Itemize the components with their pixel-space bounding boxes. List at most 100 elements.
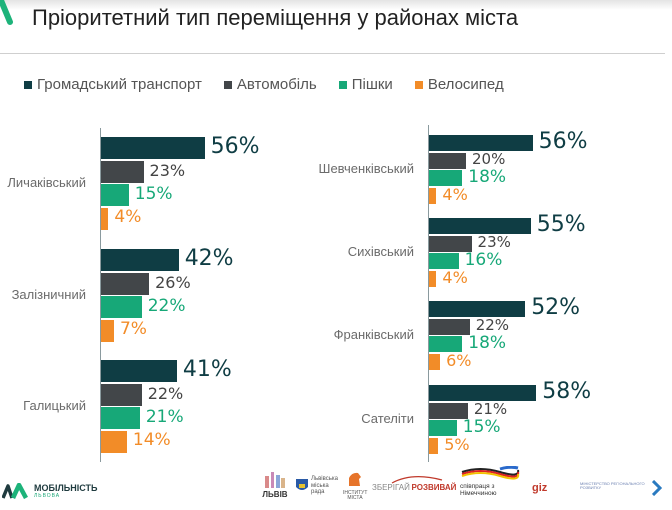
data-label: 20% bbox=[472, 150, 506, 169]
bar bbox=[429, 402, 468, 419]
city-council-logo: Львівська міська рада bbox=[296, 476, 341, 496]
brand-corner-icon bbox=[0, 0, 13, 25]
lviv-skyline-icon bbox=[265, 472, 285, 488]
bar bbox=[101, 296, 142, 318]
category-axis bbox=[100, 128, 101, 462]
mobility-logo-subtext: ЛЬВОВА bbox=[34, 492, 61, 499]
data-label: 16% bbox=[464, 249, 503, 270]
bar bbox=[101, 207, 109, 230]
data-label: 21% bbox=[145, 406, 184, 427]
category-label: Сихівський bbox=[347, 244, 414, 260]
legend-item-bike: Велосипед bbox=[414, 76, 504, 93]
legend-label: Громадський транспорт bbox=[37, 76, 202, 93]
data-label: 14% bbox=[132, 430, 171, 451]
bar bbox=[429, 385, 537, 401]
data-label: 22% bbox=[147, 295, 186, 316]
bar bbox=[429, 152, 466, 169]
category-label: Сателіти bbox=[361, 411, 414, 427]
bar bbox=[429, 170, 463, 186]
data-label: 15% bbox=[462, 416, 501, 437]
data-label: 5% bbox=[444, 434, 470, 454]
legend-label: Велосипед bbox=[427, 76, 504, 93]
legend-swatch bbox=[338, 80, 347, 89]
data-label: 23% bbox=[477, 233, 511, 252]
data-label: 4% bbox=[114, 207, 142, 228]
bar bbox=[429, 420, 457, 436]
top-shadow bbox=[0, 0, 672, 10]
germany-cooperation-text: співпраця з Німеччиною bbox=[460, 482, 497, 497]
bar bbox=[101, 160, 144, 183]
coat-of-arms-icon bbox=[296, 478, 308, 490]
mobility-logo-text: МОБІЛЬНІСТЬ bbox=[34, 482, 98, 493]
city-council-text: Львівська міська рада bbox=[311, 476, 338, 496]
germany-cooperation-logo: співпраця з Німеччиною bbox=[460, 465, 520, 497]
data-label: 4% bbox=[442, 184, 468, 204]
bar bbox=[101, 430, 127, 453]
bar bbox=[101, 184, 129, 206]
data-label: 56% bbox=[538, 128, 588, 154]
data-label: 26% bbox=[155, 272, 191, 292]
data-label: 7% bbox=[119, 319, 147, 340]
legend-swatch bbox=[223, 80, 232, 89]
legend-label: Пішки bbox=[351, 76, 393, 93]
bar bbox=[429, 270, 437, 287]
legend-item-public-transport: Громадський транспорт bbox=[24, 76, 202, 93]
bar bbox=[429, 235, 472, 252]
bar bbox=[429, 353, 441, 370]
arrow-arc-icon bbox=[391, 476, 443, 484]
flags-wave-icon bbox=[461, 465, 520, 480]
ministry-logo: МІНІСТЕРСТВО РЕГІОНАЛЬНОГО РОЗВИТКУ bbox=[580, 481, 645, 491]
bar bbox=[429, 437, 439, 454]
bar bbox=[429, 301, 526, 317]
data-label: 22% bbox=[147, 383, 184, 403]
data-label: 42% bbox=[184, 245, 234, 271]
data-label: 18% bbox=[468, 166, 507, 187]
slogan-logo: ЗБЕРІГАЙ РОЗВИВАЙ bbox=[372, 474, 456, 493]
bar bbox=[429, 218, 531, 234]
slogan-part-b: РОЗВИВАЙ bbox=[411, 483, 457, 492]
legend-item-car: Автомобіль bbox=[223, 76, 317, 93]
data-label: 4% bbox=[442, 267, 468, 287]
chart-legend: Громадський транспорт Автомобіль Пішки В… bbox=[24, 76, 504, 93]
slogan-part-a: ЗБЕРІГАЙ bbox=[372, 483, 410, 492]
category-label: Галицький bbox=[23, 398, 86, 414]
ministry-chevron-icon bbox=[652, 480, 662, 496]
lviv-logo: ЛЬВІВ bbox=[262, 470, 288, 499]
legend-label: Автомобіль bbox=[236, 76, 317, 93]
data-label: 55% bbox=[536, 211, 586, 237]
bar bbox=[429, 187, 437, 204]
city-institute-logo: ІНСТИТУТ МІСТА bbox=[343, 470, 367, 502]
legend-item-walk: Пішки bbox=[338, 76, 393, 93]
lviv-logo-text: ЛЬВІВ bbox=[262, 489, 288, 499]
category-label: Личаківський bbox=[7, 175, 86, 191]
bar bbox=[101, 407, 140, 429]
bar bbox=[101, 272, 150, 295]
data-label: 58% bbox=[542, 378, 592, 404]
mobility-logo: МОБІЛЬНІСТЬ ЛЬВОВА bbox=[2, 483, 98, 499]
category-axis bbox=[428, 125, 429, 462]
data-label: 21% bbox=[473, 400, 508, 419]
bar bbox=[429, 253, 459, 269]
bar bbox=[429, 135, 533, 151]
data-label: 6% bbox=[446, 350, 472, 370]
bar bbox=[101, 383, 142, 406]
category-label: Шевченківський bbox=[318, 161, 414, 177]
city-institute-text: ІНСТИТУТ МІСТА bbox=[343, 489, 368, 502]
legend-swatch bbox=[24, 80, 32, 89]
data-label: 41% bbox=[182, 356, 232, 382]
category-label: Залізничний bbox=[11, 287, 86, 303]
mobility-logo-icon bbox=[2, 483, 28, 499]
giz-logo: giz bbox=[532, 482, 548, 494]
data-label: 52% bbox=[531, 294, 581, 320]
bar bbox=[101, 249, 179, 271]
data-label: 22% bbox=[475, 316, 510, 335]
bar bbox=[429, 336, 463, 352]
data-label: 56% bbox=[210, 133, 260, 159]
page-title: Пріоритетний тип переміщення у районах м… bbox=[32, 5, 519, 30]
data-label: 15% bbox=[134, 183, 173, 204]
category-label: Франківський bbox=[333, 327, 414, 343]
bar bbox=[101, 360, 177, 382]
data-label: 23% bbox=[149, 160, 186, 180]
lion-icon bbox=[349, 472, 361, 486]
data-label: 18% bbox=[468, 332, 507, 353]
